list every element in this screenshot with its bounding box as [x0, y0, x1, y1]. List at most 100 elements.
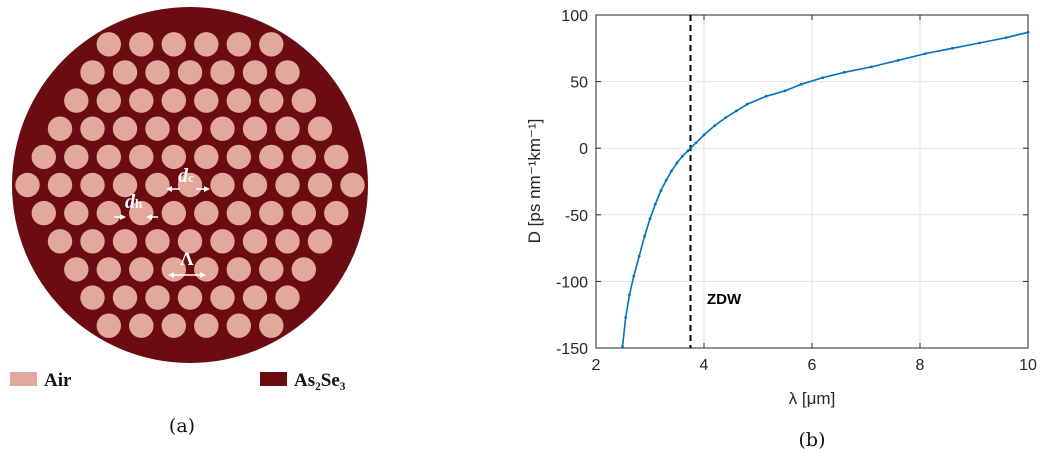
air-hole [275, 229, 300, 254]
data-point [870, 65, 873, 69]
air-hole [177, 229, 203, 254]
air-hole [259, 88, 284, 113]
air-hole [226, 257, 251, 282]
panel-a: dc dh Λ Air As₂Se₃ (a) [0, 0, 400, 455]
data-point [843, 70, 846, 74]
caption-b: (b) [799, 429, 826, 451]
air-hole [194, 313, 219, 338]
air-hole [112, 116, 138, 141]
air-hole [112, 172, 138, 198]
data-point [670, 169, 673, 173]
y-tick-label: 100 [561, 8, 588, 25]
air-hole [31, 200, 56, 226]
air-hole [129, 88, 154, 113]
air-hole [226, 144, 251, 170]
air-hole [210, 285, 235, 310]
data-point [713, 124, 717, 127]
air-hole [161, 200, 186, 226]
data-point [675, 161, 679, 165]
data-point [978, 41, 981, 45]
air-hole [96, 144, 122, 170]
x-tick-label: 8 [916, 357, 925, 374]
air-hole [242, 172, 268, 198]
air-holes [15, 32, 365, 338]
x-tick-label: 4 [700, 357, 709, 374]
air-hole [242, 229, 268, 254]
data-point [664, 178, 668, 182]
air-hole [64, 200, 89, 226]
y-tick-label: 50 [570, 75, 588, 92]
axis-ticks: 2 4 6 8 10 -150 -100 -50 0 50 100 [556, 8, 1037, 374]
air-hole [226, 88, 251, 113]
dh-arrowhead-left [120, 214, 126, 220]
air-hole [194, 257, 219, 282]
y-tick-label: -100 [556, 274, 588, 291]
chart-grid [595, 14, 1029, 349]
data-point [1026, 30, 1030, 34]
air-hole [194, 144, 219, 170]
air-hole [161, 32, 186, 57]
y-axis-title: D [ps nm⁻¹km⁻¹] [525, 119, 544, 244]
data-point [783, 89, 787, 93]
air-hole [194, 32, 219, 57]
data-point [821, 76, 825, 79]
air-hole [96, 313, 122, 338]
x-tick-label: 2 [592, 357, 601, 374]
data-point [924, 52, 927, 55]
air-hole [64, 257, 89, 282]
air-hole [80, 229, 105, 254]
air-hole [80, 172, 105, 198]
air-hole [96, 32, 122, 57]
dh-label: dh [125, 191, 143, 213]
dimension-arrows [114, 186, 210, 278]
air-hole [259, 32, 284, 57]
air-hole [291, 200, 316, 226]
dc-arrowhead-left [166, 186, 172, 192]
air-hole [47, 229, 73, 254]
legend-label-air: Air [44, 370, 72, 391]
air-hole [307, 229, 333, 254]
air-hole [145, 229, 170, 254]
data-point [643, 234, 646, 238]
air-hole [194, 200, 219, 226]
air-hole [64, 88, 89, 113]
air-hole [259, 313, 284, 338]
air-hole [161, 88, 186, 113]
air-hole [129, 32, 154, 57]
air-hole [96, 88, 122, 113]
air-hole [161, 144, 186, 170]
data-point [686, 149, 690, 153]
data-point [621, 345, 624, 349]
data-point [632, 274, 636, 278]
air-hole [226, 313, 251, 338]
dh-arrowhead-right [146, 214, 152, 220]
pitch-label: Λ [180, 249, 194, 270]
y-tick-label: -50 [565, 208, 588, 225]
air-hole [80, 60, 105, 85]
air-hole [31, 144, 56, 170]
air-hole [242, 116, 268, 141]
data-point [624, 316, 628, 319]
x-tick-label: 10 [1019, 357, 1037, 374]
air-hole [307, 116, 333, 141]
pitch-arrowhead-left [168, 272, 174, 278]
air-hole [112, 285, 138, 310]
air-hole [112, 229, 138, 254]
air-hole [275, 116, 300, 141]
data-point [694, 141, 698, 145]
air-hole [324, 144, 349, 170]
data-point [654, 202, 657, 206]
data-point [745, 102, 749, 106]
x-tick-label: 6 [808, 357, 817, 374]
air-hole [145, 172, 170, 198]
air-hole [259, 200, 284, 226]
air-hole [80, 116, 105, 141]
data-point [689, 146, 692, 150]
air-hole [145, 116, 170, 141]
air-hole [47, 116, 73, 141]
air-hole [242, 285, 268, 310]
data-point [897, 58, 900, 62]
data-point [681, 154, 684, 158]
air-hole [259, 257, 284, 282]
data-point [702, 133, 706, 137]
